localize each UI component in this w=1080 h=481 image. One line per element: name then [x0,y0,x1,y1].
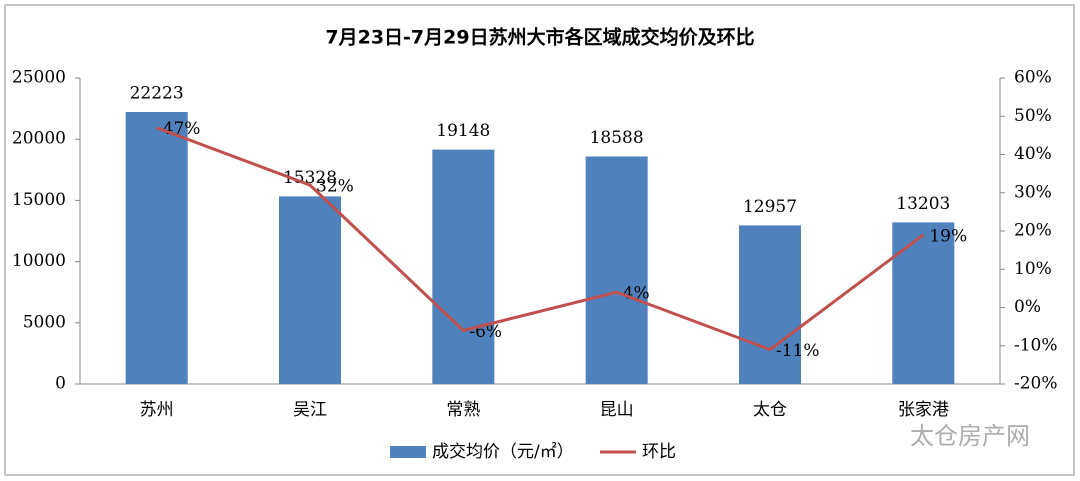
line-value-label: 4% [623,284,650,304]
x-tick-label: 太仓 [753,400,787,420]
y-tick-label: 5000 [23,312,66,332]
x-tick-label: 张家港 [898,400,949,420]
line-value-label: 32% [316,177,354,197]
y-tick-label: 25000 [12,68,66,88]
x-tick-label: 昆山 [600,400,634,420]
y2-tick-label: 30% [1014,182,1052,202]
x-tick-label: 吴江 [293,400,327,420]
y2-tick-label: 0% [1014,297,1041,317]
line-value-label: -11% [776,341,820,361]
y2-tick-label: 40% [1014,144,1052,164]
bar-value-label: 15328 [283,168,337,188]
bar [739,225,801,384]
bar-value-label: 12957 [743,197,797,217]
bar-value-label: 22223 [130,83,184,103]
y2-tick-label: -10% [1014,335,1058,355]
x-tick-label: 常熟 [446,399,480,420]
watermark: 太仓房产网 [910,422,1030,450]
y2-tick-label: 10% [1014,259,1052,279]
y-tick-label: 20000 [12,129,66,149]
bar-value-label: 13203 [896,194,950,214]
y2-tick-label: -20% [1014,374,1058,394]
legend-label: 环比 [642,442,676,462]
bar [279,196,341,384]
bar [432,149,495,384]
y-tick-label: 15000 [12,190,66,210]
bar-value-label: 19148 [436,121,490,141]
legend-label: 成交均价（元/㎡） [432,442,574,462]
bar-value-label: 18588 [590,128,644,148]
x-tick-label: 苏州 [140,400,174,420]
bar [585,156,648,384]
y2-tick-label: 20% [1014,221,1052,241]
line-value-label: 19% [929,226,967,246]
y-tick-label: 0 [55,374,66,394]
chart-title: 7月23日-7月29日苏州大市各区域成交均价及环比 [325,26,754,49]
legend-swatch [390,446,426,458]
y2-tick-label: 60% [1014,68,1052,88]
y2-tick-label: 50% [1014,106,1052,126]
bar [892,222,955,384]
y-tick-label: 10000 [12,251,66,271]
line [156,126,925,352]
bar [125,111,188,384]
